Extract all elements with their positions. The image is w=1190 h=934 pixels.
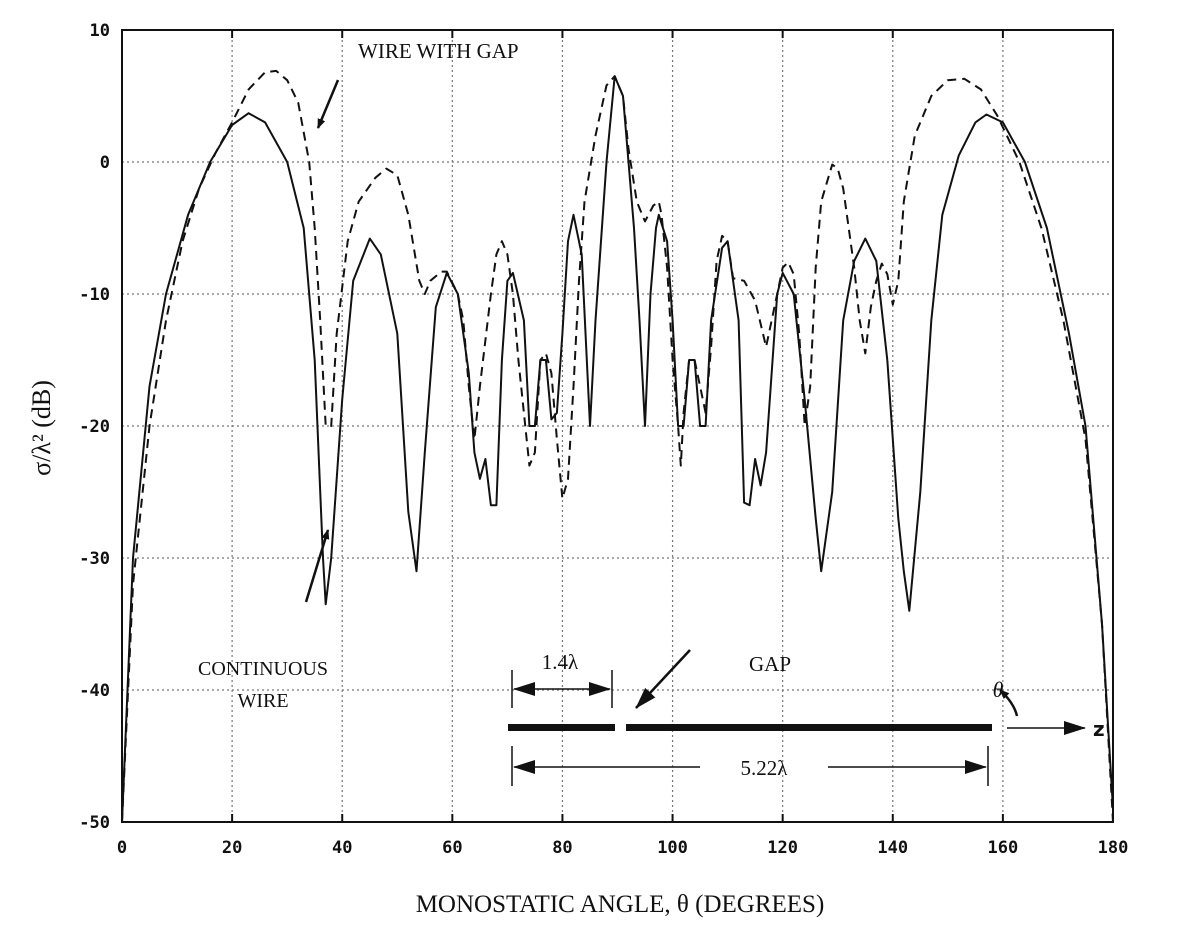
x-tick-label: 140 — [877, 838, 908, 858]
y-tick-label: 10 — [90, 21, 110, 41]
plot-frame — [121, 29, 1114, 823]
x-tick-label: 100 — [657, 838, 688, 858]
x-tick-label: 60 — [442, 838, 462, 858]
theta-arrow — [999, 689, 1019, 717]
y-axis-title: σ/λ² (dB) — [27, 380, 56, 476]
axis-ticks: 0 20 40 60 80 100 120 140 160 180100-10-20-30-40-… — [79, 21, 1128, 858]
x-tick-label: 80 — [552, 838, 572, 858]
continuous-wire-label-1: CONTINUOUS — [198, 658, 328, 680]
y-tick-label: -10 — [79, 285, 110, 305]
x-tick-label: 40 — [332, 838, 352, 858]
x-axis-title: MONOSTATIC ANGLE, θ (DEGREES) — [416, 891, 825, 918]
grid — [122, 30, 1113, 822]
x-tick-label: 180 — [1098, 838, 1129, 858]
x-tick-label: 20 — [222, 838, 242, 858]
y-tick-label: -30 — [79, 549, 110, 569]
y-tick-label: -50 — [79, 813, 110, 833]
y-tick-label: -40 — [79, 681, 110, 701]
z-axis-label: z — [1093, 717, 1105, 741]
continuous-wire-label-2: WIRE — [237, 690, 288, 712]
continuous-wire-arrow — [304, 529, 330, 603]
segment-length-label: 1.4λ — [542, 650, 579, 674]
y-tick-label: 0 — [100, 153, 110, 173]
series-line-wire-with-gap — [121, 69, 1114, 823]
wire-with-gap-arrow — [316, 79, 340, 129]
theta-label: θ — [993, 677, 1004, 702]
total-length-label: 5.22λ — [741, 756, 789, 780]
x-tick-label: 120 — [767, 838, 798, 858]
series-lines — [121, 69, 1114, 823]
gap-arrow — [635, 649, 691, 709]
gap-label: GAP — [749, 652, 791, 676]
wire-long-segment — [626, 724, 992, 731]
y-tick-label: -20 — [79, 417, 110, 437]
x-tick-label: 160 — [988, 838, 1019, 858]
wire-short-segment — [508, 724, 615, 731]
wire-inset-diagram: 1.4λ GAP 5.22λ θ z — [508, 649, 1105, 786]
wire-with-gap-label: WIRE WITH GAP — [358, 39, 519, 63]
x-tick-label: 0 — [117, 838, 127, 858]
